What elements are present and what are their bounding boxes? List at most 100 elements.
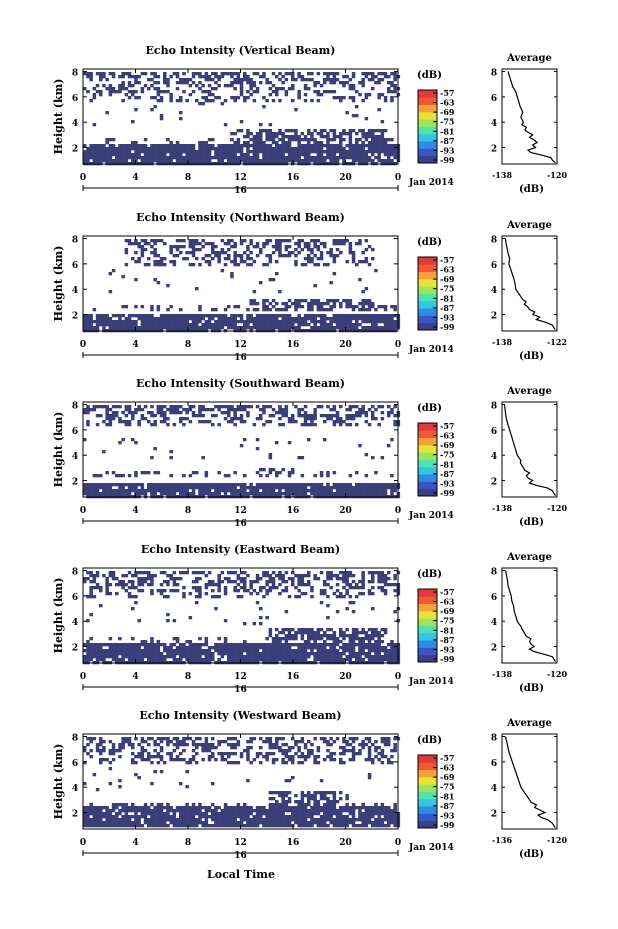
echo-cell — [281, 589, 285, 593]
echo-cell — [220, 326, 225, 330]
echo-cell — [83, 809, 87, 813]
echo-cell — [291, 577, 295, 581]
echo-cell — [179, 758, 183, 762]
echo-cell — [118, 441, 122, 445]
echo-cell — [86, 153, 90, 157]
echo-cell — [313, 643, 317, 647]
echo-cell — [118, 75, 122, 79]
echo-cell — [294, 317, 298, 321]
echo-cell — [217, 257, 221, 261]
echo-cell — [316, 577, 321, 581]
echo-cell — [291, 153, 295, 157]
echo-cell — [115, 153, 119, 157]
echo-cell — [195, 652, 199, 656]
echo-cell — [345, 646, 349, 650]
echo-cell — [195, 806, 199, 810]
echo-cell — [367, 150, 372, 154]
echo-cell — [287, 129, 292, 133]
echo-cell — [374, 269, 378, 273]
echo-cell — [159, 652, 164, 656]
echo-cell — [364, 153, 369, 157]
echo-cell — [335, 595, 340, 599]
echo-cell — [358, 144, 362, 148]
echo-cell — [262, 96, 266, 100]
echo-cell — [361, 81, 365, 85]
echo-cell — [262, 326, 266, 330]
echo-cell — [339, 251, 343, 255]
echo-cell — [166, 815, 170, 819]
echo-cell — [169, 649, 173, 653]
echo-cell — [175, 806, 180, 810]
echo-cell — [227, 320, 231, 324]
echo-cell — [239, 129, 244, 133]
echo-cell — [297, 583, 301, 587]
echo-cell — [380, 144, 385, 148]
echo-cell — [358, 655, 362, 659]
echo-cell — [131, 806, 135, 810]
echo-cell — [140, 492, 145, 496]
echo-cell — [89, 150, 93, 154]
echo-cell — [143, 156, 148, 160]
echo-cell — [195, 287, 199, 291]
echo-cell — [342, 492, 346, 496]
echo-cell — [105, 323, 109, 327]
echo-cell — [211, 323, 215, 327]
echo-cell — [201, 821, 205, 825]
echo-cell — [207, 84, 212, 88]
echo-cell — [393, 649, 397, 653]
echo-cell — [278, 156, 282, 160]
echo-cell — [335, 652, 340, 656]
echo-cell — [188, 643, 193, 647]
echo-cell — [271, 156, 276, 160]
echo-cell — [111, 417, 116, 421]
echo-cell — [358, 646, 362, 650]
echo-cell — [377, 144, 381, 148]
echo-cell — [191, 815, 196, 819]
echo-cell — [182, 809, 186, 813]
echo-cell — [300, 150, 305, 154]
echo-cell — [188, 812, 193, 816]
echo-cell — [355, 405, 359, 409]
echo-cell — [335, 299, 340, 303]
echo-cell — [259, 408, 263, 412]
echo-cell — [239, 420, 244, 424]
echo-cell — [102, 159, 106, 163]
echo-cell — [150, 658, 154, 662]
echo-cell — [275, 308, 279, 312]
echo-cell — [195, 156, 199, 160]
echo-cell — [95, 746, 100, 750]
average-frame — [501, 401, 558, 498]
echo-cell — [156, 806, 161, 810]
echo-cell — [390, 314, 394, 318]
echo-cell — [179, 824, 183, 828]
colorbar-segment — [418, 610, 437, 619]
echo-cell — [351, 305, 356, 309]
echo-cell — [275, 90, 279, 94]
echo-cell — [387, 75, 391, 79]
echo-cell — [163, 589, 167, 593]
echo-cell — [380, 150, 385, 154]
echo-cell — [342, 314, 346, 318]
echo-cell — [214, 414, 218, 418]
echo-cell — [249, 138, 253, 142]
echo-cell — [121, 743, 125, 747]
echo-cell — [127, 737, 132, 741]
echo-cell — [143, 320, 148, 324]
echo-cell — [153, 159, 157, 163]
echo-cell — [156, 652, 161, 656]
echo-cell — [287, 251, 292, 255]
echo-cell — [268, 153, 273, 157]
echo-cell — [358, 444, 362, 448]
echo-cell — [233, 483, 237, 487]
echo-cell — [207, 492, 212, 496]
echo-cell — [150, 159, 154, 163]
echo-cell — [179, 489, 183, 493]
echo-cell — [86, 323, 90, 327]
echo-cell — [239, 120, 244, 124]
echo-cell — [358, 93, 362, 97]
echo-cell — [121, 818, 125, 822]
echo-cell — [207, 150, 212, 154]
echo-cell — [297, 414, 301, 418]
echo-cell — [140, 589, 145, 593]
y-tick-label: 8 — [72, 69, 78, 79]
